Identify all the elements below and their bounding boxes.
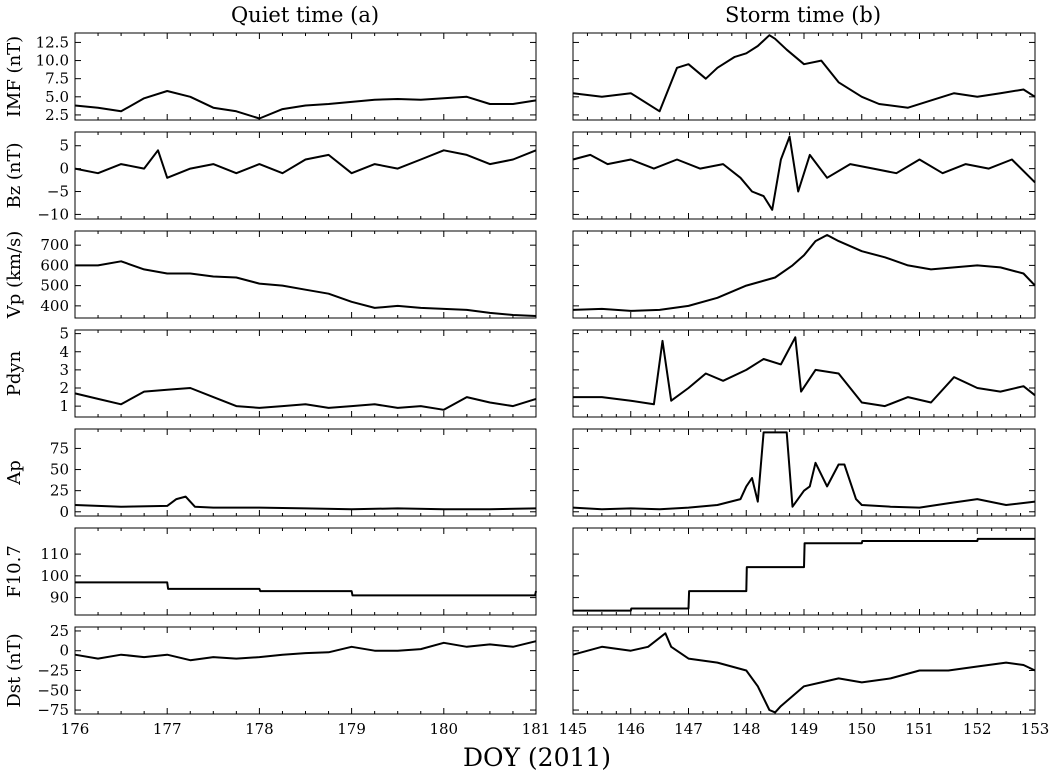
y-tick-label: 50 (50, 461, 69, 479)
imf-y-axis-label: IMF (nT) (4, 36, 25, 117)
y-tick-label: 2 (59, 379, 69, 397)
storm-time-title: Storm time (b) (725, 3, 881, 27)
axes-frame (74, 428, 537, 517)
dst-quiet-series-line (74, 640, 537, 662)
f107-y-axis-label: F10.7 (4, 545, 25, 598)
panel-pdyn-storm (572, 329, 1036, 418)
x-tick-label: 152 (963, 720, 992, 738)
y-tick-label: 400 (40, 297, 69, 315)
x-tick-label: 176 (61, 720, 90, 738)
y-tick-label: 0 (59, 160, 69, 178)
y-tick-label: 25 (50, 482, 69, 500)
y-tick-label: 700 (40, 236, 69, 254)
bz-storm-series-line (572, 135, 1036, 211)
axes-frame (572, 626, 1036, 715)
x-tick-label: 145 (559, 720, 588, 738)
y-tick-label: 500 (40, 277, 69, 295)
x-tick-label: 180 (429, 720, 458, 738)
pdyn-quiet-series-line (74, 387, 537, 411)
y-tick-label: 75 (50, 439, 69, 457)
y-tick-label: 100 (40, 567, 69, 585)
y-tick-label: 110 (40, 545, 69, 563)
x-tick-label: 177 (153, 720, 182, 738)
ap-quiet-series-line (74, 495, 537, 511)
axes-frame (74, 626, 537, 715)
panel-vp-storm (572, 230, 1036, 319)
pdyn-y-axis-label: Pdyn (4, 350, 25, 396)
y-tick-label: 2.5 (45, 106, 69, 124)
y-tick-label: −10 (37, 205, 69, 223)
f107-storm-series-line (573, 537, 1035, 612)
vp-quiet-series-line (75, 260, 537, 317)
y-tick-label: −50 (37, 681, 69, 699)
y-tick-label: 25 (50, 622, 69, 640)
panel-dst-storm: 145 146 147 148 149 150 151 152 153 (559, 626, 1050, 738)
dst-storm-series-line (572, 632, 1036, 714)
panel-bz-quiet: −10 −5 0 5 (37, 131, 537, 223)
y-tick-label: 10.0 (36, 52, 69, 70)
panel-imf-quiet: 2.55.07.510.012.5 (36, 32, 537, 124)
y-tick-label: −75 (37, 701, 69, 719)
x-axis-label: DOY (2011) (463, 743, 611, 772)
bz-y-axis-label: Bz (nT) (4, 142, 25, 208)
x-tick-label: 151 (905, 720, 934, 738)
y-tick-label: −5 (47, 183, 69, 201)
imf-storm-series-line (572, 34, 1036, 113)
panel-dst-quiet: −75 −50−25 0 25 176 177 178 179 180 181 (37, 622, 550, 738)
y-tick-label: 4 (59, 343, 69, 361)
x-tick-label: 153 (1021, 720, 1050, 738)
dst-y-axis-label: Dst (nT) (4, 633, 25, 707)
panel-ap-storm (572, 428, 1036, 517)
y-tick-label: 7.5 (45, 70, 69, 88)
axes-frame (572, 230, 1036, 319)
x-tick-label: 178 (245, 720, 274, 738)
y-tick-label: 5 (59, 325, 69, 343)
axes-frame (572, 32, 1036, 121)
panel-f107-storm (572, 527, 1036, 616)
f107-quiet-series-line (75, 581, 537, 597)
quiet-time-title: Quiet time (a) (231, 3, 379, 27)
y-tick-label: 0 (59, 503, 69, 521)
y-tick-label: −25 (37, 662, 69, 680)
bz-quiet-series-line (74, 149, 537, 179)
x-tick-label: 149 (790, 720, 819, 738)
ap-y-axis-label: Ap (4, 460, 25, 486)
y-tick-label: 0 (59, 642, 69, 660)
pdyn-storm-series-line (573, 336, 1036, 408)
axes-frame (74, 32, 537, 121)
vp-storm-series-line (572, 234, 1036, 312)
axes-frame (572, 428, 1036, 517)
panel-vp-quiet: 400 500 600 700 (40, 230, 537, 319)
panel-f107-quiet: 90 100 110 (40, 527, 537, 616)
panel-grid: IMF (nT) 2.55.07.510.012.5Bz (nT)−10−505V… (4, 32, 1050, 738)
panel-imf-storm (572, 32, 1036, 121)
x-tick-label: 150 (847, 720, 876, 738)
y-tick-label: 1 (59, 397, 69, 415)
panel-ap-quiet: 0 25 50 75 (50, 428, 537, 521)
ap-storm-series-line (572, 431, 1036, 511)
axes-frame (74, 230, 537, 319)
x-tick-label: 179 (337, 720, 366, 738)
x-tick-label: 148 (732, 720, 761, 738)
x-tick-label: 146 (616, 720, 645, 738)
y-tick-label: 5.0 (45, 88, 69, 106)
x-tick-label: 147 (674, 720, 703, 738)
axes-frame (74, 131, 537, 220)
y-tick-label: 3 (59, 361, 69, 379)
y-tick-label: 12.5 (36, 33, 69, 51)
x-tick-label: 181 (522, 720, 551, 738)
vp-y-axis-label: Vp (km/s) (4, 231, 25, 320)
imf-quiet-series-line (74, 90, 537, 120)
axes-frame (572, 329, 1036, 418)
y-tick-label: 5 (59, 137, 69, 155)
axes-frame (74, 527, 537, 616)
y-tick-label: 600 (40, 256, 69, 274)
panel-bz-storm (572, 131, 1036, 220)
y-tick-label: 90 (50, 589, 69, 607)
